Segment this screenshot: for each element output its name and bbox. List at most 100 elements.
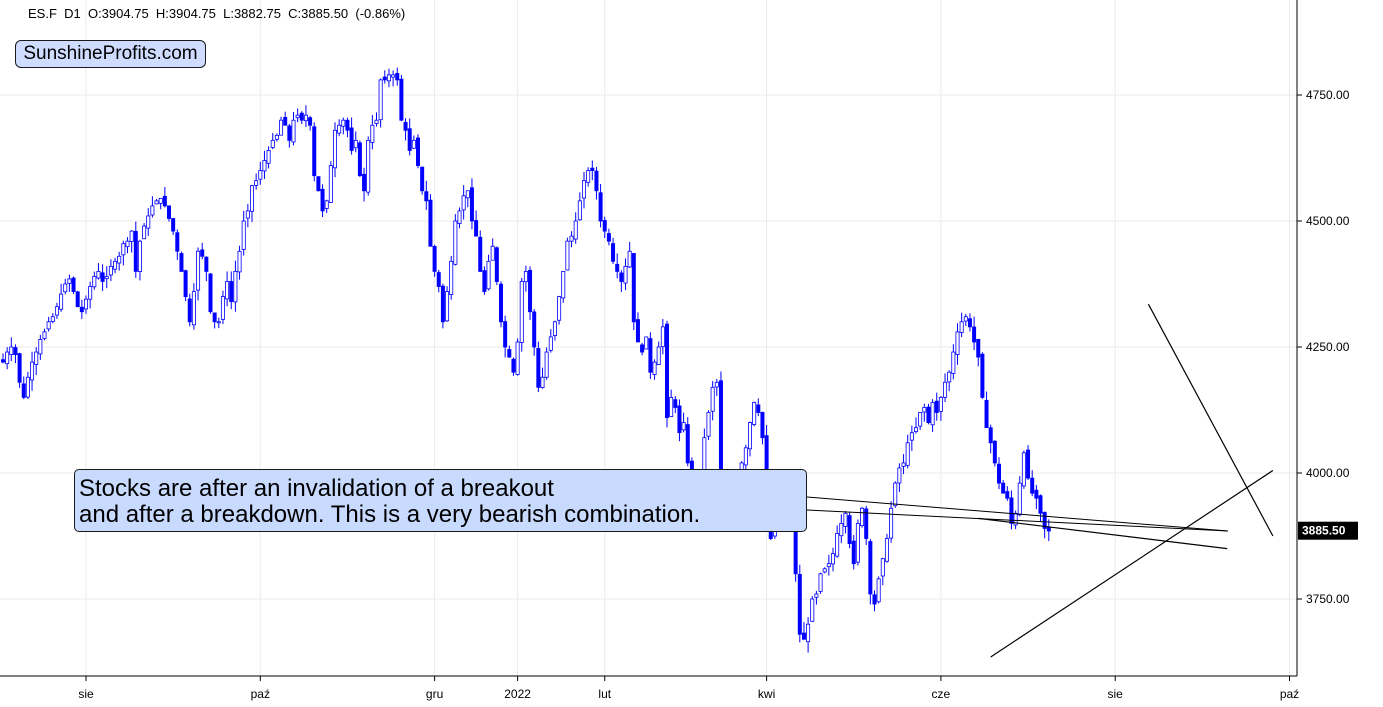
candle-body xyxy=(922,407,927,413)
candle xyxy=(154,198,159,205)
candle xyxy=(370,115,375,150)
candle xyxy=(171,217,176,236)
chart-axes: 3750.00 4000.00 4250.00 4500.00 4750.00 sie pa… xyxy=(0,0,1358,701)
candle xyxy=(71,276,76,295)
candle-body xyxy=(395,72,400,81)
candle xyxy=(685,417,690,467)
candle-body xyxy=(926,406,931,424)
candle xyxy=(42,328,47,341)
candle xyxy=(200,242,205,260)
candle xyxy=(959,312,964,338)
candle xyxy=(1001,480,1006,494)
candle xyxy=(943,373,948,403)
candle-body xyxy=(104,276,109,280)
candle xyxy=(972,316,977,351)
candle-body xyxy=(980,353,985,398)
candle xyxy=(540,367,545,389)
x-tick-label: 2022 xyxy=(504,687,531,701)
candle xyxy=(191,283,196,330)
candle-body xyxy=(445,291,450,322)
candle-body xyxy=(428,199,433,247)
candle xyxy=(648,332,653,379)
candle-body xyxy=(125,240,130,248)
candle xyxy=(117,251,122,271)
candle-body xyxy=(121,243,126,256)
candle xyxy=(38,334,43,361)
candle-body xyxy=(1001,482,1006,494)
candle-body xyxy=(34,351,39,365)
candle xyxy=(63,278,68,295)
candle xyxy=(611,237,616,264)
candle-body xyxy=(963,316,968,322)
candle xyxy=(465,190,470,208)
candle xyxy=(445,286,450,322)
candle xyxy=(75,290,80,308)
candle xyxy=(5,347,10,370)
candle-body xyxy=(183,270,188,298)
candle-body xyxy=(872,594,877,605)
candle-body xyxy=(507,349,512,358)
candle xyxy=(864,505,869,546)
candle xyxy=(569,231,574,248)
candle-body xyxy=(951,351,956,374)
candle-body xyxy=(208,273,213,313)
candle-body xyxy=(391,74,396,78)
candle-body xyxy=(13,347,18,355)
candle xyxy=(490,238,495,261)
candle xyxy=(17,352,22,388)
candle xyxy=(25,371,30,399)
candle-body xyxy=(855,523,860,563)
y-tick-label: 4250.00 xyxy=(1306,340,1350,354)
candle-body xyxy=(1009,497,1014,524)
candle-body xyxy=(59,293,64,310)
candle xyxy=(283,111,288,126)
x-tick-label: sie xyxy=(1108,687,1124,701)
candle xyxy=(378,78,383,128)
candle xyxy=(743,444,748,471)
candle-body xyxy=(760,412,765,439)
candle-body xyxy=(897,467,902,484)
candle xyxy=(420,166,425,195)
candle-body xyxy=(411,139,416,149)
candle-body xyxy=(113,260,118,270)
candle-body xyxy=(84,298,89,310)
candle xyxy=(166,205,171,222)
candle xyxy=(548,329,553,353)
candle xyxy=(884,533,889,563)
brand-label: SunshineProfits.com xyxy=(15,40,206,68)
candle-body xyxy=(279,119,284,136)
candle xyxy=(914,417,919,434)
candle xyxy=(366,136,371,196)
candle xyxy=(710,381,715,421)
candle-body xyxy=(901,462,906,467)
candle-body xyxy=(880,558,885,577)
candle-body xyxy=(536,348,541,388)
candle-body xyxy=(71,277,76,292)
candle-body xyxy=(677,405,682,434)
candle xyxy=(183,269,188,302)
candle xyxy=(308,115,313,131)
candle xyxy=(623,258,628,291)
candle-body xyxy=(669,396,674,417)
candle xyxy=(544,347,549,380)
candle-body xyxy=(449,260,454,295)
candle-body xyxy=(96,270,101,279)
candle-body xyxy=(710,386,715,412)
candle xyxy=(507,345,512,358)
candle xyxy=(386,68,391,88)
candle xyxy=(469,178,474,230)
candle-body xyxy=(868,541,873,595)
candle-body xyxy=(938,396,943,412)
candle xyxy=(274,133,279,142)
candle xyxy=(374,112,379,127)
candle-body xyxy=(615,263,620,272)
x-tick-label: gru xyxy=(426,687,443,701)
candle xyxy=(59,283,64,312)
candle-body xyxy=(893,482,898,507)
candle-body xyxy=(1030,477,1035,494)
candle-body xyxy=(25,376,30,398)
candle-body xyxy=(30,361,35,381)
candle-body xyxy=(171,218,176,232)
candle xyxy=(918,412,923,430)
